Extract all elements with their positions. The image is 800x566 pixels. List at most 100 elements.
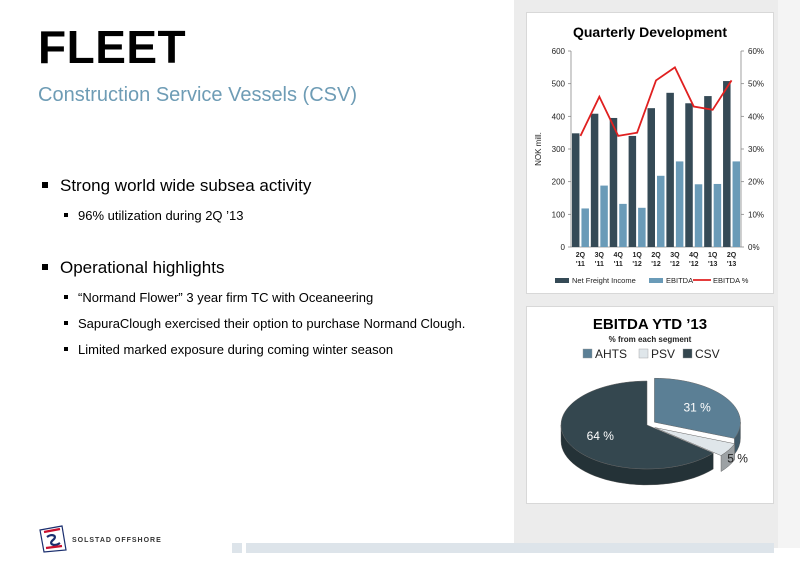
slide-subtitle: Construction Service Vessels (CSV) (38, 84, 358, 106)
bullet-text: “Normand Flower” 3 year firm TC with Oce… (78, 290, 374, 305)
x-tick-label: '11 (614, 261, 623, 268)
x-tick-label: '12 (689, 261, 699, 268)
x-tick-label: 3Q (670, 252, 680, 259)
bullet-square-icon (64, 294, 68, 299)
bar-ebitda (581, 208, 589, 247)
y-tick-label: 500 (552, 80, 566, 89)
y-tick-label: 300 (552, 145, 566, 154)
bar-net-freight-income (609, 117, 618, 247)
bar-net-freight-income (666, 92, 674, 248)
bar-ebitda (713, 183, 722, 247)
bullet-square-icon (42, 263, 48, 270)
y-tick-label: 600 (552, 47, 566, 56)
ebitda-pie-box: EBITDA YTD ’13 % from each segment AHTS PSV… (526, 306, 774, 504)
bullet-level2: SapuraClough exercised their option to p… (64, 316, 465, 331)
bar-net-freight-income (647, 108, 655, 248)
x-tick-label: 1Q (632, 252, 642, 259)
y-tick-label: 200 (552, 178, 566, 187)
bullet-square-icon (42, 181, 48, 188)
y2-tick-label: 30% (748, 145, 764, 154)
line-ebitda-pct (579, 65, 733, 137)
bullet-square-icon (64, 346, 68, 351)
bar-ebitda (638, 207, 646, 247)
bullet-level2: “Normand Flower” 3 year firm TC with Oce… (64, 290, 373, 305)
x-tick-label: '12 (670, 261, 680, 268)
bar-ebitda (600, 185, 608, 247)
y2-tick-label: 0% (748, 243, 760, 252)
bullet-text: Strong world wide subsea activity (60, 176, 312, 195)
legend-label: Net Freight Income (572, 276, 636, 285)
pie-legend-swatch (682, 348, 693, 359)
x-tick-label: '13 (727, 261, 737, 268)
legend-label: EBITDA % (713, 276, 749, 285)
pie-slice-csv (560, 380, 714, 470)
bar-ebitda (732, 161, 741, 247)
solstad-logo-icon (39, 525, 67, 553)
y-tick-label: 400 (552, 112, 566, 121)
bullet-level2: Limited marked exposure during coming wi… (64, 342, 393, 357)
bullet-square-icon (64, 320, 68, 325)
ebitda-pie-chart: EBITDA YTD ’13 % from each segment AHTS PSV… (560, 316, 748, 486)
x-tick-label: 4Q (689, 252, 699, 259)
bar-ebitda (694, 184, 703, 247)
x-tick-label: '12 (651, 261, 661, 268)
bullet-text: 96% utilization during 2Q ’13 (78, 208, 244, 223)
x-tick-label: '12 (632, 261, 642, 268)
bullet-level1: Operational highlights (42, 258, 224, 278)
y-tick-label: 0 (561, 243, 566, 252)
y-axis-label: NOK mill. (534, 132, 543, 166)
legend-swatch-net-freight-income (555, 278, 569, 283)
y2-tick-label: 40% (748, 112, 764, 121)
footer-bar (246, 543, 774, 553)
legend-swatch-ebitda (649, 278, 663, 283)
pie-slice-label: 5 % (727, 452, 748, 466)
bullet-text: Operational highlights (60, 258, 225, 277)
bar-ebitda (675, 161, 684, 247)
bullet-level1: Strong world wide subsea activity (42, 176, 311, 196)
bar-net-freight-income (704, 96, 712, 247)
bar-net-freight-income (628, 135, 637, 247)
chart-title: Quarterly Development (573, 24, 727, 40)
quarterly-chart-box: Quarterly Development 0 100 200 300 400 500 600… (526, 12, 774, 294)
x-tick-label: '13 (708, 261, 718, 268)
bar-net-freight-income (571, 133, 580, 247)
y2-tick-label: 10% (748, 210, 764, 219)
pie-legend-label: CSV (695, 347, 720, 361)
bar-net-freight-income (590, 113, 599, 247)
x-tick-label: 2Q (576, 252, 586, 259)
bullet-text: Limited marked exposure during coming wi… (78, 342, 394, 357)
pie-legend-label: AHTS (595, 347, 627, 361)
x-tick-label: '11 (576, 261, 585, 268)
pie-legend-swatch (638, 348, 649, 359)
pie-slice-psv (654, 427, 736, 456)
bar-ebitda (657, 175, 665, 247)
logo-text: SOLSTAD OFFSHORE (72, 537, 162, 544)
pie-legend-label: PSV (651, 347, 675, 361)
x-tick-label: '11 (595, 261, 604, 268)
y2-tick-label: 20% (748, 178, 764, 187)
pie-title: EBITDA YTD ’13 (593, 316, 707, 333)
bar-net-freight-income (723, 81, 731, 247)
bullet-square-icon (64, 212, 68, 217)
pie-slice-ahts (654, 377, 741, 439)
bar-ebitda (619, 203, 627, 247)
pie-subtitle: % from each segment (609, 335, 692, 344)
x-tick-label: 3Q (595, 252, 605, 259)
pie-legend-swatch (582, 348, 593, 359)
y-tick-label: 100 (552, 210, 566, 219)
slide-title: FLEET (38, 21, 187, 73)
bullet-level2: 96% utilization during 2Q ’13 (64, 208, 244, 223)
x-tick-label: 1Q (708, 252, 718, 259)
x-tick-label: 4Q (614, 252, 624, 259)
x-tick-label: 2Q (651, 252, 661, 259)
legend-label: EBITDA (666, 276, 693, 285)
x-tick-label: 2Q (727, 252, 737, 259)
footer-bar-small (232, 543, 242, 553)
bullet-text: SapuraClough exercised their option to p… (78, 316, 466, 331)
quarterly-development-chart: Quarterly Development 0 100 200 300 400 500 600… (534, 24, 764, 285)
y2-tick-label: 50% (748, 80, 764, 89)
pie-slice-label: 64 % (587, 429, 615, 443)
pie-slice-label: 31 % (683, 400, 711, 414)
bar-net-freight-income (685, 103, 693, 248)
right-strip (778, 0, 800, 548)
